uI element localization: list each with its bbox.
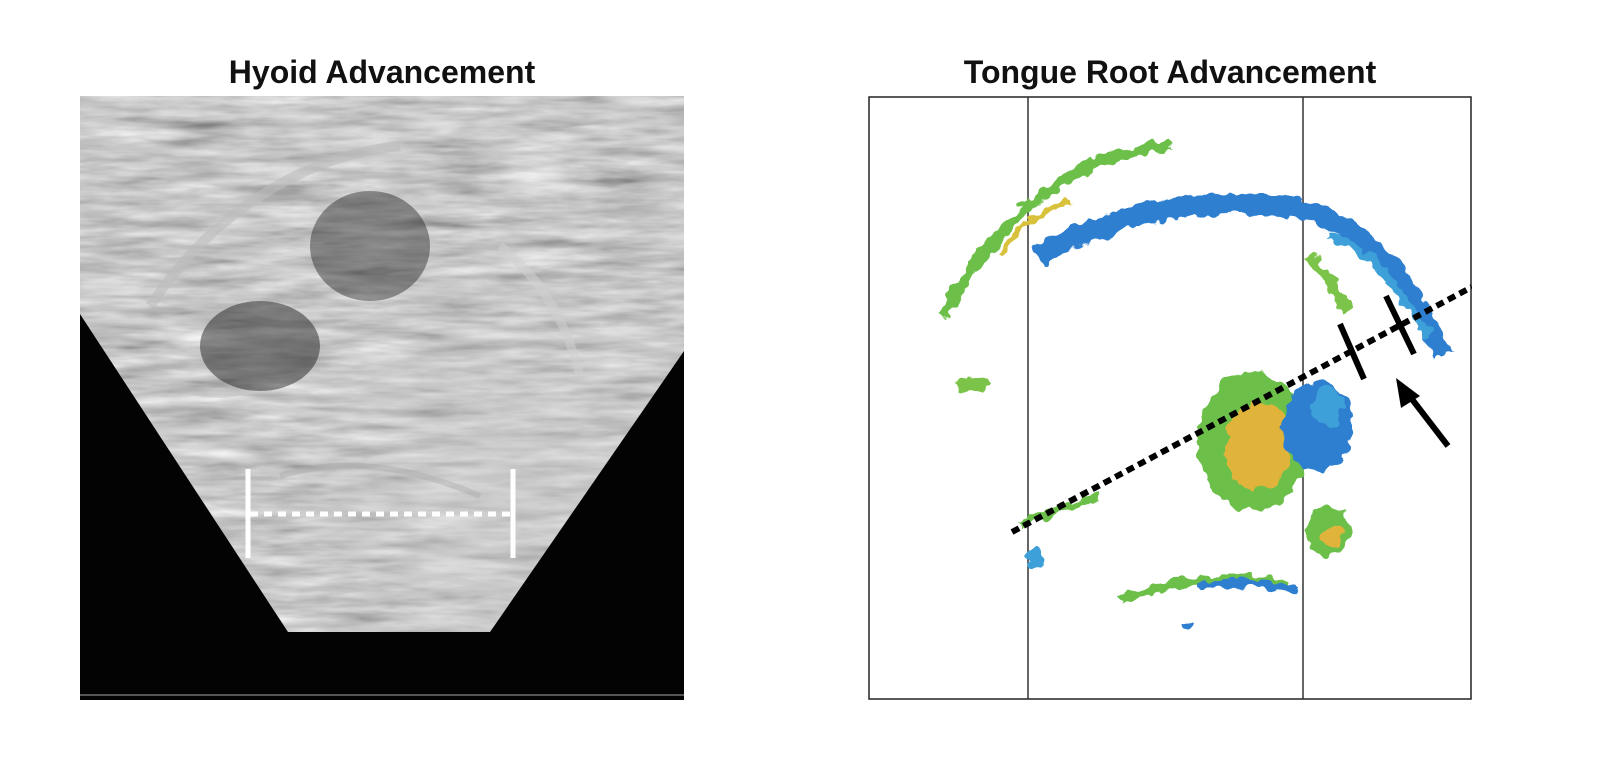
tongue-root-color-map	[868, 96, 1472, 700]
hyoid-ultrasound-image	[80, 96, 684, 700]
hyoid-advancement-title: Hyoid Advancement	[80, 54, 684, 91]
plot-frame	[869, 97, 1471, 699]
tongue-root-advancement-title: Tongue Root Advancement	[868, 54, 1472, 91]
